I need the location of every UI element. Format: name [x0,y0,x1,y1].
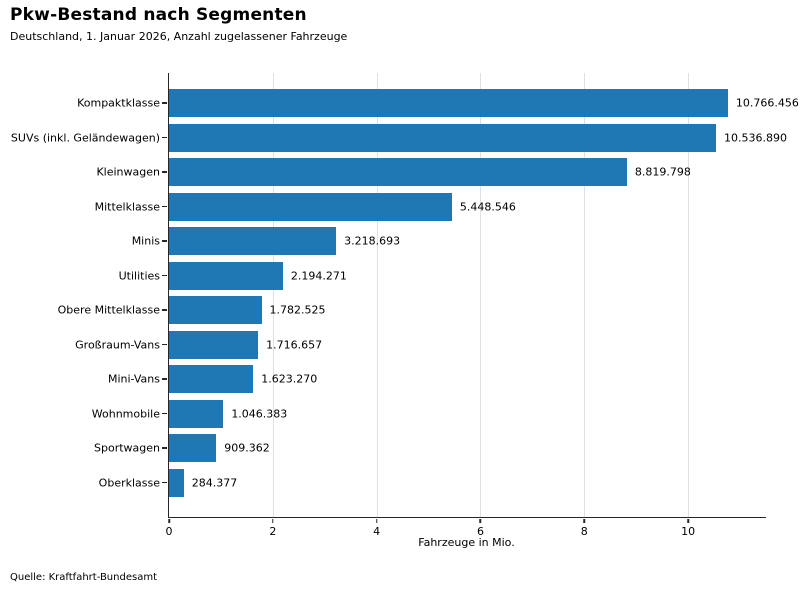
value-label: 1.782.525 [269,303,326,317]
x-axis-tick-label: 10 [681,525,696,538]
bar-segment [169,89,728,117]
y-axis-tick [162,136,167,138]
bar-row: Oberklasse 284.377 [99,468,766,497]
y-axis-tick [162,447,167,449]
bar-segment [169,261,283,290]
value-label: 2.194.271 [290,269,347,282]
bar-row: Utilities 2.194.271 [119,261,766,290]
bar-row: Sportwagen 909.362 [94,434,766,462]
x-axis-tick-label: 2 [269,525,277,538]
bar-row: Wohnmobile 1.046.383 [92,399,766,428]
category-label: Mittelklasse [94,200,160,213]
gridline-x-8 [584,73,586,517]
category-label: Oberklasse [98,476,160,489]
value-label: 3.218.693 [344,234,401,248]
y-axis-tick [162,378,167,380]
x-axis-tick-label: 8 [580,525,588,538]
bar-segment [169,399,224,428]
bar-segment [169,158,627,186]
x-axis-tick [479,518,482,523]
category-label: Kleinwagen [96,165,160,179]
bar-row: Mini-Vans 1.623.270 [108,365,766,393]
y-axis-tick [162,274,167,276]
x-axis-tick [583,518,586,523]
bar-row: Großraum-Vans 1.716.657 [75,330,766,359]
bar-row: Obere Mittelklasse 1.782.525 [58,296,766,324]
value-label: 10.536.890 [724,131,787,144]
y-axis-tick [162,240,167,242]
x-axis-tick [687,518,689,523]
category-label: Kompaktklasse [77,96,160,110]
value-label: 1.716.657 [266,338,323,351]
bar-segment [169,296,262,324]
bar-row: Minis 3.218.693 [132,227,766,255]
category-label: Minis [131,234,160,248]
bar-row: Kompaktklasse 10.766.456 [77,89,799,117]
category-label: SUVs (inkl. Geländewagen) [10,131,160,144]
value-label: 909.362 [224,441,270,455]
bar-row: Kleinwagen 8.819.798 [96,158,766,186]
y-axis-tick [162,343,167,345]
source-note: Quelle: Kraftfahrt-Bundesamt [10,572,157,583]
y-axis-tick [162,481,167,483]
gridline-x-4 [376,73,378,517]
x-axis-tick [168,518,170,523]
value-label: 284.377 [191,476,238,489]
x-axis-tick-label: 4 [373,525,381,538]
category-label: Mini-Vans [107,372,160,386]
value-label: 5.448.546 [459,200,516,213]
bar-segment [169,365,254,393]
bar-segment [169,434,217,462]
category-label: Utilities [118,269,160,282]
chart-subtitle: Deutschland, 1. Januar 2026, Anzahl zuge… [10,30,348,43]
bar-segment [169,123,716,152]
category-label: Sportwagen [94,441,160,455]
bar-segment [169,468,184,497]
bar-segment [169,330,259,359]
gridline-x-10 [688,73,690,517]
value-label: 1.623.270 [261,372,318,386]
chart-title: Pkw-Bestand nach Segmenten [10,5,307,25]
x-axis-tick-label: 0 [165,525,173,538]
y-axis-tick [162,102,167,104]
value-label: 1.046.383 [231,407,288,420]
plot-area: Kompaktklasse 10.766.456 SUVs (inkl. Gelän… [11,73,799,538]
bar-segment [169,192,452,221]
y-axis-tick [162,171,167,173]
value-label: 10.766.456 [735,96,799,110]
y-axis-tick [162,205,167,207]
y-axis-tick [162,412,167,414]
x-axis-label: Fahrzeuge in Mio. [418,536,515,549]
x-axis-tick-label: 6 [476,525,484,538]
gridline-x-2 [272,73,274,517]
category-label: Wohnmobile [91,407,160,420]
y-axis-tick [162,309,167,311]
x-axis-tick [375,518,378,523]
value-label: 8.819.798 [634,165,691,179]
bar-row: Mittelklasse 5.448.546 [95,192,766,221]
bar-segment [169,227,337,255]
gridline-x-6 [480,73,482,517]
bar-row: SUVs (inkl. Geländewagen) 10.536.890 [11,123,787,152]
category-label: Großraum-Vans [75,338,160,351]
x-axis-tick [272,518,274,523]
category-label: Obere Mittelklasse [57,303,160,317]
